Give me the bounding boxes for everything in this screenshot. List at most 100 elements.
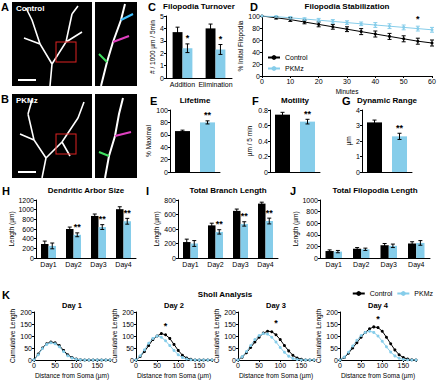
- svg-text:Total Branch Length: Total Branch Length: [189, 186, 266, 195]
- svg-text:150: 150: [326, 321, 338, 328]
- svg-text:0: 0: [160, 75, 164, 82]
- svg-text:Lifetime: Lifetime: [180, 96, 211, 105]
- svg-text:% Initial Filopodia: % Initial Filopodia: [237, 20, 245, 71]
- svg-text:0: 0: [134, 362, 138, 369]
- svg-text:J: J: [290, 185, 296, 197]
- svg-text:50: 50: [357, 362, 365, 369]
- svg-text:Length (µm): Length (µm): [153, 211, 161, 246]
- svg-text:100: 100: [156, 107, 168, 114]
- svg-text:1: 1: [160, 62, 164, 69]
- svg-text:µm: µm: [345, 136, 353, 145]
- svg-text:2: 2: [160, 50, 164, 57]
- svg-text:150: 150: [91, 362, 103, 369]
- svg-text:Cumulative Length: Cumulative Length: [213, 309, 221, 364]
- svg-text:100: 100: [274, 362, 286, 369]
- svg-text:150: 150: [224, 321, 236, 328]
- svg-text:150: 150: [397, 362, 409, 369]
- svg-text:20: 20: [315, 78, 323, 85]
- svg-text:0: 0: [30, 255, 34, 262]
- svg-text:0.6: 0.6: [258, 122, 268, 129]
- svg-text:Day 4: Day 4: [368, 301, 389, 310]
- svg-text:F: F: [252, 95, 259, 107]
- svg-text:40: 40: [252, 49, 260, 56]
- svg-text:**: **: [266, 208, 274, 218]
- svg-text:Dynamic Range: Dynamic Range: [357, 96, 418, 105]
- svg-text:60: 60: [252, 37, 260, 44]
- svg-text:100: 100: [70, 362, 82, 369]
- svg-text:1200: 1200: [18, 197, 34, 204]
- svg-text:100: 100: [248, 13, 260, 20]
- svg-text:0: 0: [236, 362, 240, 369]
- svg-text:100: 100: [20, 333, 32, 340]
- svg-text:400: 400: [306, 231, 318, 238]
- svg-text:C: C: [148, 1, 156, 13]
- svg-text:50: 50: [330, 345, 338, 352]
- svg-text:0: 0: [338, 362, 342, 369]
- svg-text:**: **: [216, 219, 224, 229]
- svg-text:50: 50: [51, 362, 59, 369]
- svg-text:Length (µm): Length (µm): [292, 211, 300, 246]
- svg-text:3: 3: [160, 37, 164, 44]
- svg-text:**: **: [99, 214, 107, 224]
- svg-text:I: I: [146, 185, 149, 197]
- svg-text:800: 800: [164, 197, 176, 204]
- svg-text:1000: 1000: [18, 206, 34, 213]
- svg-text:60: 60: [428, 78, 436, 85]
- svg-text:Day4: Day4: [408, 261, 424, 269]
- svg-text:0: 0: [356, 169, 360, 176]
- svg-text:150: 150: [295, 362, 307, 369]
- svg-text:*: *: [376, 314, 380, 324]
- svg-text:Sholl Analysis: Sholl Analysis: [198, 290, 253, 299]
- svg-text:**: **: [241, 211, 249, 221]
- svg-text:Day3: Day3: [90, 261, 106, 269]
- svg-text:G: G: [342, 95, 351, 107]
- svg-text:**: **: [124, 208, 132, 218]
- svg-text:**: **: [396, 123, 404, 133]
- svg-text:*: *: [164, 321, 168, 331]
- svg-text:**: **: [74, 222, 82, 232]
- svg-text:Total Filopodia Length: Total Filopodia Length: [332, 186, 417, 195]
- svg-text:Day1: Day1: [182, 261, 198, 269]
- svg-text:0.2: 0.2: [258, 153, 268, 160]
- svg-text:2: 2: [356, 138, 360, 145]
- svg-text:100: 100: [376, 362, 388, 369]
- svg-text:H: H: [2, 185, 10, 197]
- svg-text:10: 10: [286, 78, 294, 85]
- svg-text:100: 100: [122, 333, 134, 340]
- svg-text:Filopodia Stabilization: Filopodia Stabilization: [305, 2, 390, 11]
- svg-text:400: 400: [164, 226, 176, 233]
- svg-text:Day1: Day1: [40, 261, 56, 269]
- svg-text:600: 600: [306, 220, 318, 227]
- svg-text:Day3: Day3: [381, 261, 397, 269]
- svg-text:40: 40: [371, 78, 379, 85]
- svg-text:0: 0: [260, 78, 264, 85]
- svg-text:200: 200: [122, 309, 134, 316]
- svg-text:D: D: [250, 1, 258, 13]
- svg-text:60: 60: [160, 131, 168, 138]
- svg-text:100: 100: [224, 333, 236, 340]
- svg-text:50: 50: [400, 78, 408, 85]
- svg-text:E: E: [150, 95, 157, 107]
- svg-text:30: 30: [343, 78, 351, 85]
- svg-text:Control: Control: [285, 54, 308, 61]
- svg-text:0.4: 0.4: [258, 138, 268, 145]
- svg-text:PKMz: PKMz: [285, 65, 304, 72]
- svg-text:4: 4: [356, 107, 360, 114]
- svg-text:200: 200: [326, 309, 338, 316]
- svg-text:PKMz: PKMz: [414, 290, 433, 297]
- svg-text:Addition: Addition: [170, 81, 195, 88]
- svg-text:80: 80: [252, 25, 260, 32]
- svg-text:*: *: [219, 34, 223, 44]
- svg-text:Distance from Soma (µm): Distance from Soma (µm): [341, 372, 415, 380]
- svg-text:Day2: Day2: [353, 261, 369, 269]
- svg-text:100: 100: [172, 362, 184, 369]
- svg-text:K: K: [2, 289, 10, 301]
- svg-text:Day 3: Day 3: [266, 301, 286, 310]
- svg-text:Day 1: Day 1: [62, 301, 82, 310]
- svg-text:1: 1: [356, 153, 360, 160]
- svg-text:200: 200: [164, 240, 176, 247]
- svg-text:100: 100: [326, 333, 338, 340]
- svg-text:Length (µm): Length (µm): [8, 211, 16, 246]
- svg-text:40: 40: [160, 144, 168, 151]
- svg-text:150: 150: [122, 321, 134, 328]
